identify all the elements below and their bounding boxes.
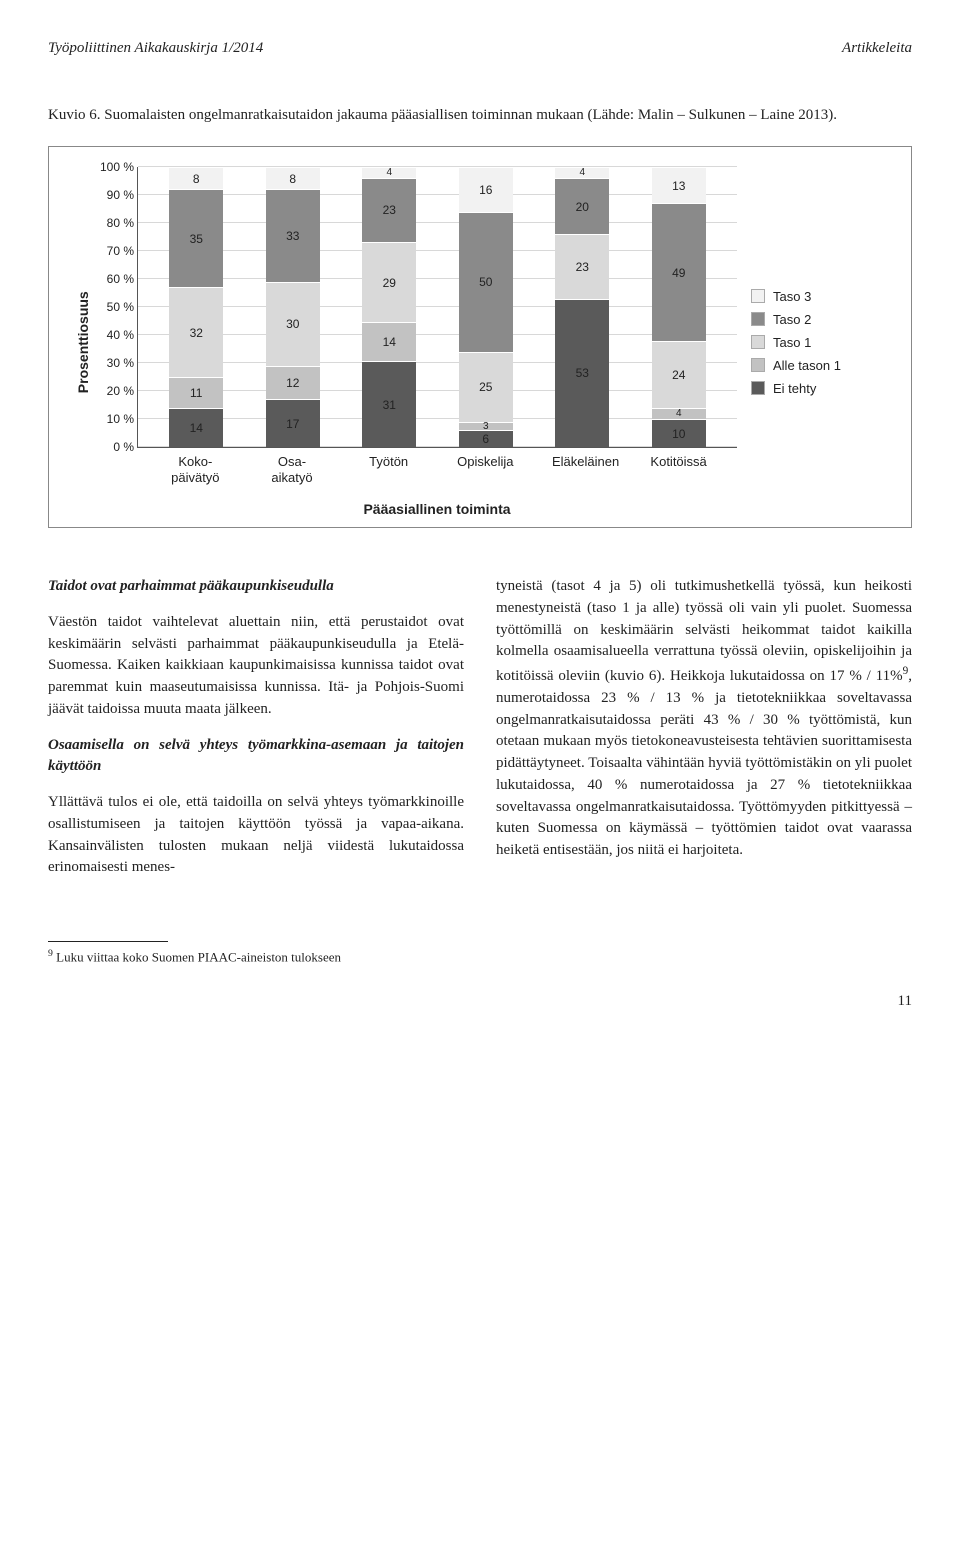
bar-segment: 50	[459, 212, 513, 352]
legend-label: Taso 1	[773, 335, 811, 350]
figure-caption: Kuvio 6. Suomalaisten ongelmanratkaisuta…	[48, 105, 912, 126]
y-tick-label: 10 %	[94, 412, 134, 426]
bar-segment: 3	[459, 422, 513, 430]
section-heading: Taidot ovat parhaimmat pääkaupunkiseudul…	[48, 576, 464, 598]
x-tick-label: Työtön	[359, 454, 419, 485]
section-label: Artikkeleita	[842, 40, 912, 57]
y-tick-label: 50 %	[94, 300, 134, 314]
body-text: Taidot ovat parhaimmat pääkaupunkiseudul…	[48, 576, 912, 884]
y-axis-label: Prosenttiosuus	[69, 167, 97, 517]
bar-segment: 23	[555, 234, 609, 298]
y-tick-label: 0 %	[94, 440, 134, 454]
bar-segment: 53	[555, 299, 609, 447]
section-heading: Osaamisella on selvä yhteys työmarkkina-…	[48, 735, 464, 779]
y-tick-label: 60 %	[94, 272, 134, 286]
bar-segment: 12	[266, 366, 320, 400]
bar-segment: 14	[362, 322, 416, 361]
legend-item: Alle tason 1	[751, 358, 891, 373]
y-tick-label: 70 %	[94, 244, 134, 258]
bar-segment: 14	[169, 408, 223, 447]
legend-swatch	[751, 312, 765, 326]
legend-item: Taso 3	[751, 289, 891, 304]
bar: 16502536	[459, 167, 513, 447]
footnote: 9 Luku viittaa koko Suomen PIAAC-aineist…	[48, 948, 912, 965]
y-tick-label: 80 %	[94, 216, 134, 230]
bar: 835321114	[169, 167, 223, 447]
bar-segment: 20	[555, 178, 609, 234]
bar: 134924410	[652, 167, 706, 447]
bar-segment: 49	[652, 203, 706, 340]
bar-segment: 8	[169, 167, 223, 189]
legend-swatch	[751, 381, 765, 395]
bar: 4202353	[555, 167, 609, 447]
bar-segment: 32	[169, 287, 223, 377]
bar-segment: 31	[362, 361, 416, 447]
legend-item: Taso 1	[751, 335, 891, 350]
chart-legend: Taso 3 Taso 2 Taso 1 Alle tason 1 Ei tehty	[737, 281, 891, 404]
bar-segment: 11	[169, 377, 223, 408]
legend-label: Taso 2	[773, 312, 811, 327]
bar-segment: 4	[362, 167, 416, 178]
x-tick-labels: Koko-päivätyö Osa-aikatyö Työtön Opiskelija…	[137, 448, 737, 485]
bar-segment: 6	[459, 430, 513, 447]
bar-segment: 4	[652, 408, 706, 419]
legend-swatch	[751, 358, 765, 372]
bar-segment: 23	[362, 178, 416, 242]
x-tick-label: Osa-aikatyö	[262, 454, 322, 485]
bar-segment: 8	[266, 167, 320, 189]
bar-segment: 13	[652, 167, 706, 203]
paragraph: tyneistä (tasot 4 ja 5) oli tutkimushetk…	[496, 576, 912, 862]
bar-segment: 4	[555, 167, 609, 178]
legend-label: Ei tehty	[773, 381, 816, 396]
bar-segment: 33	[266, 189, 320, 281]
bar-segment: 16	[459, 167, 513, 212]
x-tick-label: Opiskelija	[455, 454, 515, 485]
legend-label: Alle tason 1	[773, 358, 841, 373]
x-tick-label: Koko-päivätyö	[165, 454, 225, 485]
bar-segment: 24	[652, 341, 706, 408]
bar: 423291431	[362, 167, 416, 447]
bar-segment: 25	[459, 352, 513, 422]
journal-title: Työpoliittinen Aikakauskirja 1/2014	[48, 40, 263, 57]
y-tick-label: 30 %	[94, 356, 134, 370]
paragraph: Yllättävä tulos ei ole, että taidoilla o…	[48, 792, 464, 879]
chart-frame: Prosenttiosuus 0 %10 %20 %30 %40 %50 %60…	[48, 146, 912, 528]
x-axis-title: Pääasiallinen toiminta	[137, 501, 737, 517]
y-tick-label: 40 %	[94, 328, 134, 342]
bar: 833301217	[266, 167, 320, 447]
y-tick-label: 90 %	[94, 188, 134, 202]
legend-swatch	[751, 289, 765, 303]
legend-swatch	[751, 335, 765, 349]
bar-segment: 30	[266, 282, 320, 366]
bar-segment: 29	[362, 242, 416, 322]
y-tick-label: 100 %	[94, 160, 134, 174]
x-tick-label: Kotitöissä	[649, 454, 709, 485]
stacked-bar-chart: 0 %10 %20 %30 %40 %50 %60 %70 %80 %90 %1…	[137, 167, 737, 448]
legend-label: Taso 3	[773, 289, 811, 304]
y-tick-label: 20 %	[94, 384, 134, 398]
running-header: Työpoliittinen Aikakauskirja 1/2014 Arti…	[48, 40, 912, 57]
bar-segment: 35	[169, 189, 223, 287]
footnote-rule	[48, 941, 168, 942]
bar-segment: 10	[652, 419, 706, 447]
x-tick-label: Eläkeläinen	[552, 454, 612, 485]
page-number: 11	[48, 993, 912, 1010]
legend-item: Taso 2	[751, 312, 891, 327]
legend-item: Ei tehty	[751, 381, 891, 396]
bar-segment: 17	[266, 399, 320, 447]
paragraph: Väestön taidot vaihtelevat aluettain nii…	[48, 612, 464, 721]
